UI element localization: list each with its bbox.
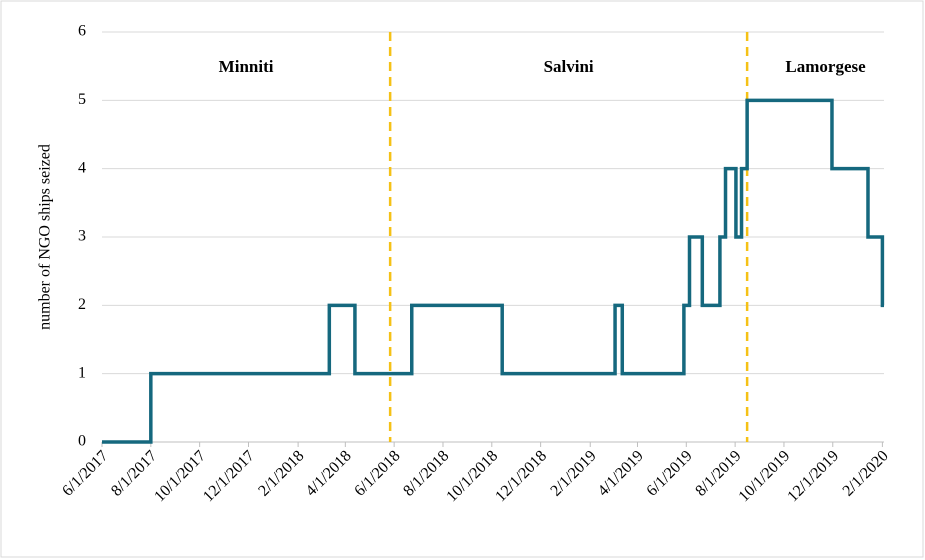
period-label: Minniti [219, 57, 274, 76]
y-tick-label: 0 [78, 433, 86, 450]
y-tick-label: 2 [78, 296, 86, 313]
data-line [102, 98, 885, 444]
y-axis-label: number of NGO ships seized [37, 144, 54, 330]
y-tick-label: 4 [78, 159, 86, 176]
y-tick-label: 6 [78, 23, 86, 40]
y-tick-label: 3 [78, 228, 86, 245]
period-label: Salvini [544, 57, 594, 76]
y-tick-label: 1 [78, 364, 86, 381]
period-label: Lamorgese [785, 57, 866, 76]
y-tick-label: 5 [78, 91, 86, 108]
